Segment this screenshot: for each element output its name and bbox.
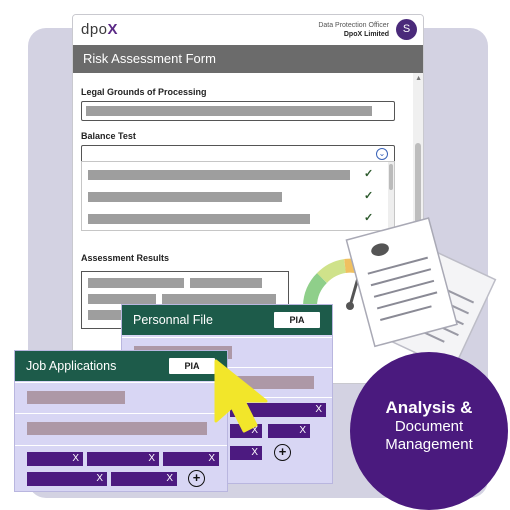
- card-row: [122, 337, 332, 359]
- result-bar: [190, 278, 262, 288]
- pia-badge[interactable]: PIA: [169, 358, 215, 374]
- form-title: Risk Assessment Form: [73, 45, 423, 73]
- result-bar: [88, 294, 156, 304]
- tag-chip[interactable]: X: [268, 424, 310, 438]
- documents-icon: [345, 217, 497, 372]
- list-item[interactable]: [88, 214, 310, 224]
- pia-badge[interactable]: PIA: [274, 312, 320, 328]
- list-item[interactable]: [88, 192, 282, 202]
- job-applications-card[interactable]: Job Applications PIA X X X X X +: [14, 350, 228, 492]
- balance-test-label: Balance Test: [81, 131, 136, 141]
- tag-chip[interactable]: X: [111, 472, 177, 486]
- field-placeholder-bar: [86, 106, 372, 116]
- tag-chip[interactable]: X: [27, 472, 107, 486]
- result-bar: [88, 278, 184, 288]
- promo-circle: Analysis & Document Management: [350, 352, 508, 510]
- tag-chip[interactable]: X: [230, 446, 262, 460]
- add-icon[interactable]: +: [188, 470, 205, 487]
- officer-org: DpoX Limited: [343, 31, 389, 38]
- chevron-down-circle-icon[interactable]: ⌄: [376, 148, 388, 160]
- tag-chip[interactable]: X: [163, 452, 219, 466]
- scroll-thumb[interactable]: [415, 143, 421, 233]
- promo-line-2: Document: [394, 418, 464, 435]
- balance-test-options: ✓ ✓ ✓: [81, 161, 395, 231]
- check-icon: ✓: [364, 190, 374, 202]
- avatar[interactable]: S: [396, 19, 417, 40]
- card-row: [15, 382, 227, 410]
- tag-chip[interactable]: X: [27, 452, 83, 466]
- card-row: X X X X X +: [15, 445, 227, 487]
- list-scroll-thumb[interactable]: [389, 164, 393, 190]
- list-scrollbar[interactable]: [388, 162, 394, 230]
- list-item[interactable]: [88, 170, 350, 180]
- form-body: ▲ Legal Grounds of Processing Balance Te…: [73, 73, 423, 383]
- tag-chip[interactable]: X: [230, 403, 326, 417]
- legal-grounds-field[interactable]: [81, 101, 395, 121]
- risk-assessment-window: dpoX Data Protection Officer DpoX Limite…: [72, 14, 424, 384]
- check-icon: ✓: [364, 168, 374, 180]
- window-header: dpoX Data Protection Officer DpoX Limite…: [73, 15, 423, 45]
- cursor-arrow-icon: [214, 359, 268, 433]
- card-row: [15, 413, 227, 441]
- add-icon[interactable]: +: [274, 444, 291, 461]
- row-bar: [27, 391, 125, 404]
- job-applications-header: Job Applications PIA: [15, 351, 227, 381]
- personal-file-title: Personnal File: [133, 313, 213, 327]
- officer-info: Data Protection Officer DpoX Limited: [318, 21, 389, 39]
- job-applications-title: Job Applications: [26, 359, 117, 373]
- promo-line-3: Management: [385, 436, 473, 453]
- legal-grounds-label: Legal Grounds of Processing: [81, 87, 207, 97]
- scroll-up-icon[interactable]: ▲: [415, 75, 422, 82]
- check-icon: ✓: [364, 212, 374, 224]
- promo-line-1: Analysis &: [385, 398, 473, 417]
- dpox-logo: dpoX: [81, 21, 119, 38]
- row-bar: [27, 422, 207, 435]
- row-bar: [232, 376, 314, 389]
- result-bar: [162, 294, 276, 304]
- assessment-results-label: Assessment Results: [81, 253, 170, 263]
- tag-chip[interactable]: X: [87, 452, 159, 466]
- officer-role: Data Protection Officer: [318, 22, 389, 29]
- personal-file-header: Personnal File PIA: [122, 305, 332, 335]
